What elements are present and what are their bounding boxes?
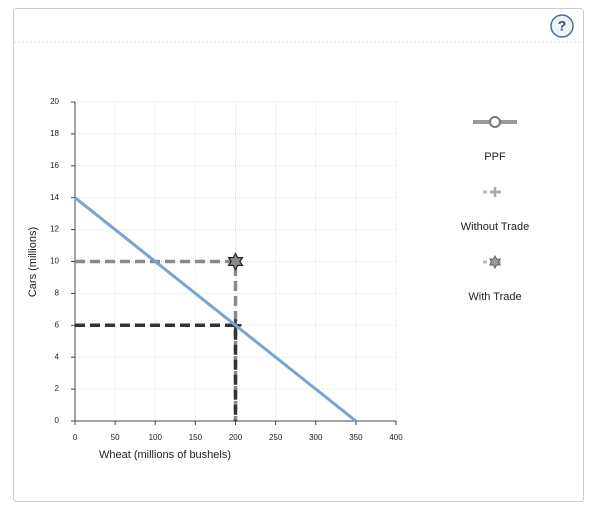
x-tick-label: 150 bbox=[189, 433, 203, 442]
x-tick-label: 350 bbox=[349, 433, 363, 442]
y-tick-label: 8 bbox=[55, 289, 60, 298]
help-button[interactable] bbox=[550, 14, 574, 38]
y-tick-label: 16 bbox=[50, 161, 59, 170]
with-trade-point bbox=[227, 252, 244, 271]
y-tick-label: 10 bbox=[50, 257, 59, 266]
guide-line bbox=[75, 259, 238, 421]
x-tick-label: 400 bbox=[389, 433, 403, 442]
x-tick-label: 100 bbox=[149, 433, 163, 442]
y-tick-label: 4 bbox=[55, 352, 60, 361]
guide-line bbox=[75, 323, 238, 421]
legend-icon bbox=[490, 187, 500, 197]
legend-label: With Trade bbox=[468, 291, 521, 303]
legend-icon bbox=[489, 116, 501, 128]
help-icon[interactable]: ? bbox=[558, 18, 567, 34]
x-tick-label: 200 bbox=[229, 433, 243, 442]
x-axis-label: Wheat (millions of bushels) bbox=[99, 449, 231, 461]
ppf-line bbox=[74, 196, 357, 423]
y-axis-label: Cars (millions) bbox=[27, 227, 39, 297]
y-tick-label: 6 bbox=[55, 320, 60, 329]
y-tick-label: 14 bbox=[50, 193, 59, 202]
y-tick-label: 12 bbox=[50, 225, 59, 234]
panel bbox=[13, 8, 584, 502]
x-tick-label: 50 bbox=[111, 433, 120, 442]
y-tick-label: 20 bbox=[50, 97, 59, 106]
y-tick-label: 18 bbox=[50, 129, 59, 138]
y-tick-label: 0 bbox=[55, 416, 60, 425]
y-tick-label: 2 bbox=[55, 384, 60, 393]
x-tick-label: 0 bbox=[73, 433, 78, 442]
legend-icon bbox=[488, 254, 502, 270]
x-tick-label: 250 bbox=[269, 433, 283, 442]
legend-label: PPF bbox=[484, 151, 506, 163]
legend-label: Without Trade bbox=[461, 221, 529, 233]
x-tick-label: 300 bbox=[309, 433, 323, 442]
